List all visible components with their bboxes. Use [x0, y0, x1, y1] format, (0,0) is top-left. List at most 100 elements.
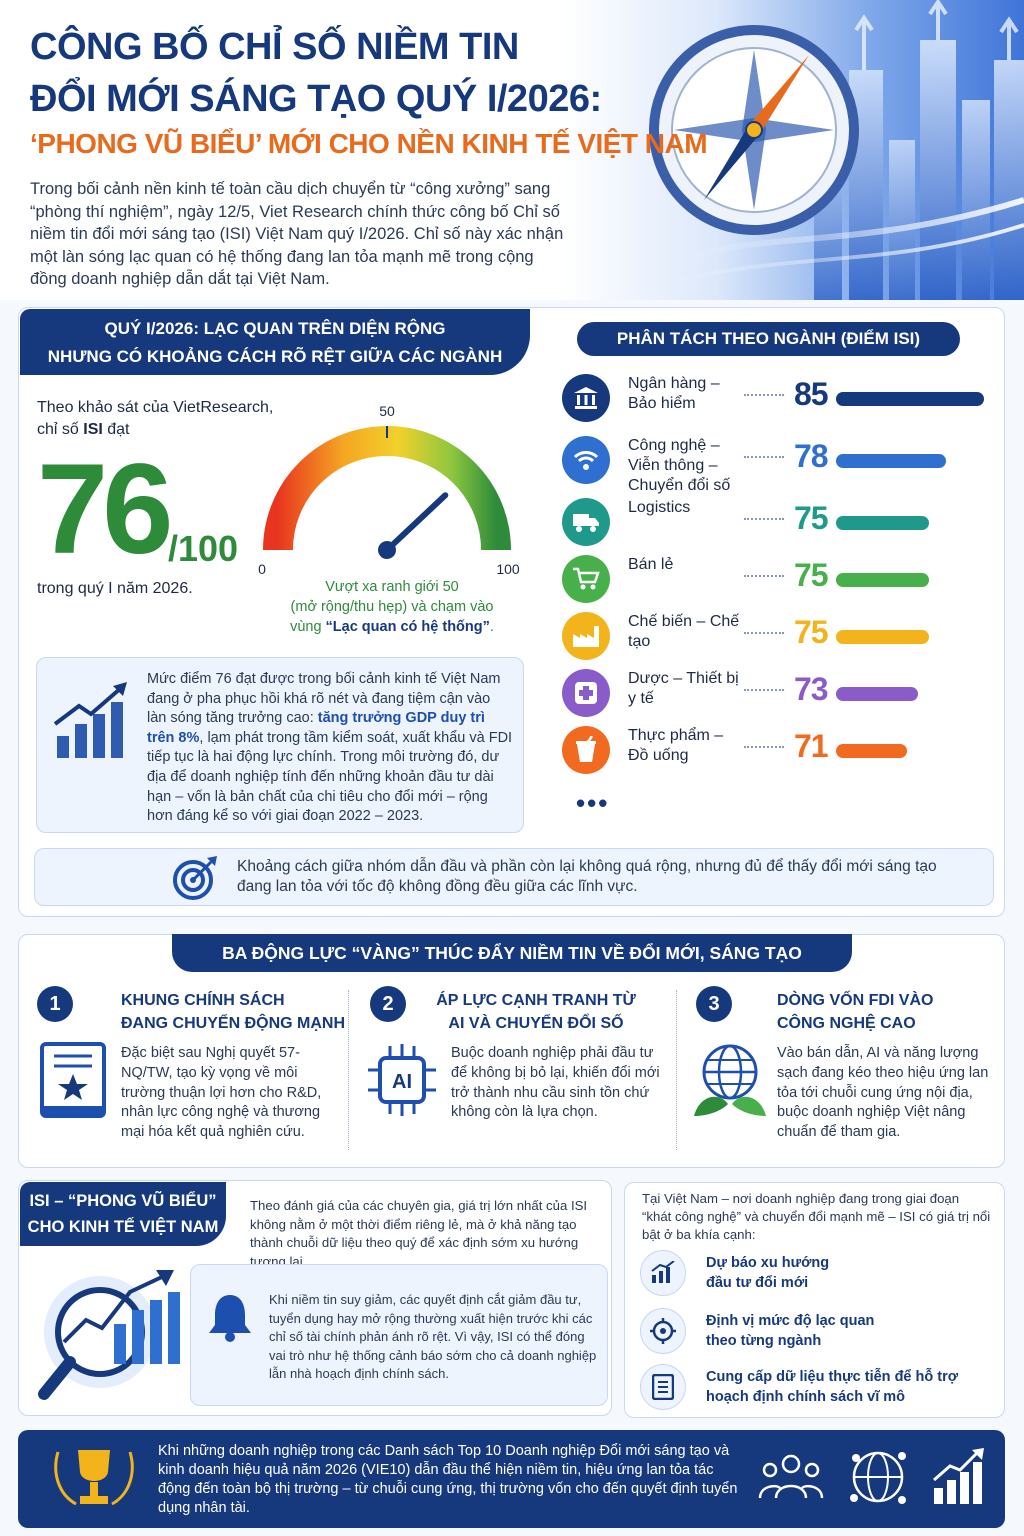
gauge-note-2: (mở rộng/thu hẹp) và chạm vào [290, 599, 494, 615]
sector-name: Ngân hàng – Bảo hiểm [628, 375, 720, 412]
economy-info-text: Mức điểm 76 đạt được trong bối cảnh kinh… [147, 670, 513, 827]
truck-icon [562, 498, 610, 546]
feature-positioning-line-2: theo từng ngành [706, 1333, 822, 1349]
driver-1-number: 1 [37, 986, 73, 1022]
growth-chart-icon [53, 682, 127, 758]
sector-row: Thực phẩm – Đồ uống 71 [560, 722, 1000, 778]
sector-leader-dots [744, 689, 784, 691]
sector-name: Thực phẩm – Đồ uống [628, 727, 724, 764]
survey-label-prefix: chỉ số [37, 421, 84, 438]
sector-name: Logistics [628, 499, 691, 516]
section1-banner-line-2: NHƯNG CÓ KHOẢNG CÁCH RÕ RỆT GIỮA CÁC NGÀ… [47, 347, 503, 366]
globe-leaf-icon [694, 1044, 766, 1116]
driver-1-title-line-1: KHUNG CHÍNH SÁCH [121, 992, 285, 1009]
feature-forecast-line-1: Dự báo xu hướng [706, 1255, 830, 1271]
sector-leader-dots [744, 394, 784, 396]
sector-score-bar [836, 687, 918, 701]
feature-forecast-line-2: đầu tư đổi mới [706, 1275, 809, 1291]
sector-name: Chế biến – Chế tạo [628, 613, 740, 650]
city-skyline-illustration [649, 0, 1024, 300]
period-label: trong quý I năm 2026. [37, 580, 193, 597]
feature-positioning: Định vị mức độ lạc quan theo từng ngành [640, 1308, 1000, 1356]
info-part-1: Mức điểm 76 đạt được trong bối cảnh kinh… [147, 671, 501, 727]
sector-score-bar [836, 516, 929, 530]
section1-banner: QUÝ I/2026: LẠC QUAN TRÊN DIỆN RỘNG NHƯN… [20, 309, 530, 375]
section-isi-value [624, 1182, 1005, 1418]
policy-book-icon [40, 1042, 106, 1118]
sector-score: 85 [794, 376, 829, 412]
driver-divider-1 [348, 990, 349, 1150]
info-highlight: tăng trưởng GDP duy trì trên 8% [147, 710, 485, 746]
ai-chip-icon: AI [368, 1044, 436, 1116]
gauge-note-3-prefix: vùng [290, 619, 326, 635]
sector-score-bar [836, 573, 929, 587]
section1-banner-line-1: QUÝ I/2026: LẠC QUAN TRÊN DIỆN RỘNG [104, 319, 446, 338]
driver-3-title-line-1: DÒNG VỐN FDI VÀO [777, 992, 934, 1009]
feature-positioning-text: Định vị mức độ lạc quan theo từng ngành [706, 1311, 996, 1351]
hero-section: CÔNG BỐ CHỈ SỐ NIỀM TIN ĐỔI MỚI SÁNG TẠO… [0, 0, 1024, 300]
trend-chart-icon [640, 1250, 686, 1296]
people-network-icon [758, 1454, 824, 1499]
gauge-needle [378, 492, 449, 559]
factory-icon [562, 612, 610, 660]
barometer-banner-line-1: ISI – “PHONG VŨ BIỂU” [29, 1192, 217, 1210]
checklist-icon [640, 1364, 686, 1410]
target-icon [173, 856, 217, 900]
ai-chip-label: AI [392, 1071, 412, 1093]
global-network-icon [850, 1451, 906, 1504]
driver-3-title: DÒNG VỐN FDI VÀO CÔNG NGHỆ CAO [777, 989, 933, 1035]
sector-score-bar [836, 392, 984, 406]
sector-leader-dots [744, 456, 784, 458]
driver-3-number: 3 [696, 986, 732, 1022]
drivers-banner: BA ĐỘNG LỰC “VÀNG” THÚC ĐẨY NIỀM TIN VỀ … [172, 934, 852, 972]
survey-label-suffix: đạt [102, 421, 130, 438]
isi-value-intro: Tại Việt Nam – nơi doanh nghiệp đang tro… [642, 1191, 991, 1243]
growth-bars-icon [933, 1448, 984, 1504]
bottom-text: Khi những doanh nghiệp trong các Danh sá… [158, 1443, 738, 1516]
medical-icon [562, 669, 610, 717]
sector-score-bar [836, 744, 907, 758]
driver-2-title: ÁP LỰC CẠNH TRANH TỪ AI VÀ CHUYỂN ĐỔI SỐ [436, 989, 636, 1035]
sector-row: Logistics 75 [560, 494, 1000, 550]
gauge-max-label: 100 [496, 561, 520, 577]
info-part-2: , lạm phát trong tầm kiểm soát, xuất khẩ… [147, 729, 513, 825]
sector-score: 73 [794, 671, 829, 707]
sector-banner: PHÂN TÁCH THEO NGÀNH (ĐIỂM ISI) [577, 322, 960, 356]
gauge-note-3: vùng “Lạc quan có hệ thống”. [262, 617, 522, 637]
driver-1-title: KHUNG CHÍNH SÁCH ĐANG CHUYỂN ĐỘNG MẠNH [121, 989, 345, 1035]
more-sectors-ellipsis: ••• [576, 788, 610, 818]
sector-gap-note: Khoảng cách giữa nhóm dẫn đầu và phần cò… [34, 848, 994, 906]
sector-gap-text: Khoảng cách giữa nhóm dẫn đầu và phần cò… [237, 858, 937, 895]
survey-label-2: chỉ số ISI đạt [37, 419, 130, 441]
title-line-2: ĐỔI MỚI SÁNG TẠO QUÝ I/2026: [30, 78, 602, 120]
title-line-1: CÔNG BỐ CHỈ SỐ NIỀM TIN [30, 26, 519, 68]
driver-2-title-line-1: ÁP LỰC CẠNH TRANH TỪ [436, 992, 636, 1009]
sector-score: 75 [794, 557, 829, 593]
sector-row: Bán lẻ 75 [560, 551, 1000, 607]
sector-leader-dots [744, 575, 784, 577]
gauge-note-1: Vượt xa ranh giới 50 [325, 579, 459, 595]
sector-name: Công nghệ – Viễn thông – Chuyển đổi số [628, 437, 731, 494]
driver-2-number: 2 [370, 986, 406, 1022]
wifi-icon [562, 436, 610, 484]
gauge-note-3-suffix: . [489, 619, 494, 635]
sector-row: Công nghệ – Viễn thông – Chuyển đổi số 78 [560, 432, 1000, 494]
sector-name: Bán lẻ [628, 556, 674, 573]
driver-2-body: Buộc doanh nghiệp phải đầu tư để không b… [451, 1045, 660, 1121]
feature-policy-data-line-1: Cung cấp dữ liệu thực tiễn để hỗ trợ [706, 1369, 959, 1385]
driver-1-title-line-2: ĐANG CHUYỂN ĐỘNG MẠNH [121, 1015, 345, 1032]
sector-name: Dược – Thiết bị y tế [628, 670, 739, 707]
economy-info-box: Mức điểm 76 đạt được trong bối cảnh kinh… [36, 657, 524, 833]
sector-score-bar [836, 630, 929, 644]
early-warning-text: Khi niềm tin suy giảm, các quyết định cắ… [269, 1292, 597, 1382]
gauge-mid-label: 50 [379, 403, 395, 419]
isi-score: 76 [37, 438, 173, 581]
gauge-min-label: 0 [258, 561, 266, 577]
bell-icon [209, 1295, 251, 1342]
barometer-text: Theo đánh giá của các chuyên gia, giá tr… [250, 1198, 588, 1269]
gauge-note-3-bold: “Lạc quan có hệ thống” [325, 619, 490, 635]
sector-leader-dots [744, 632, 784, 634]
feature-policy-data-line-2: hoạch định chính sách vĩ mô [706, 1389, 905, 1405]
sector-row: Chế biến – Chế tạo 75 [560, 608, 1000, 664]
crosshair-icon [640, 1308, 686, 1354]
